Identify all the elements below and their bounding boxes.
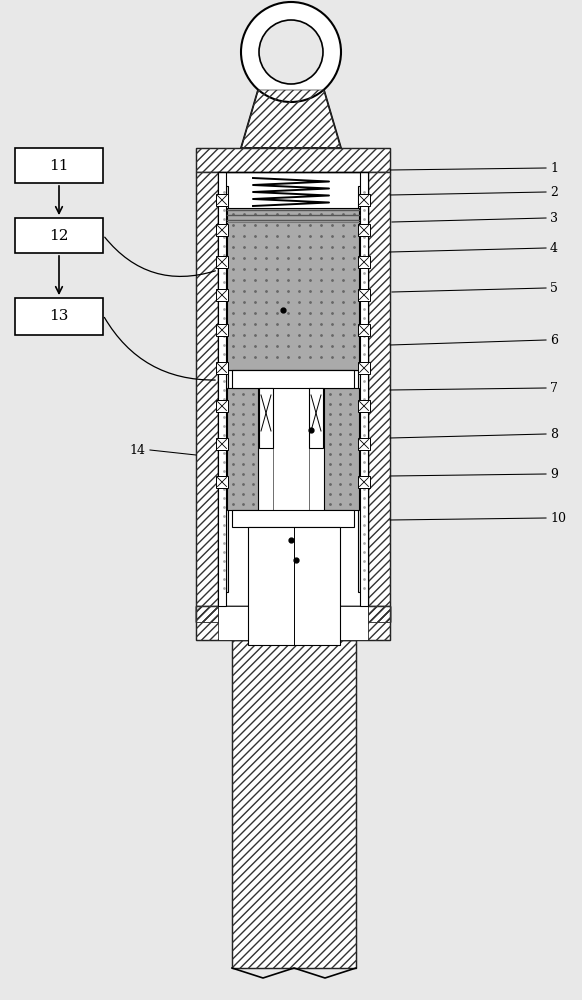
Text: 1: 1 bbox=[550, 161, 558, 174]
Bar bbox=[358, 438, 370, 450]
FancyArrowPatch shape bbox=[104, 317, 215, 380]
Bar bbox=[15, 298, 103, 335]
Bar bbox=[216, 224, 228, 236]
Bar bbox=[358, 362, 370, 374]
Text: 2: 2 bbox=[550, 186, 558, 198]
Text: 13: 13 bbox=[49, 310, 69, 324]
Bar bbox=[248, 527, 340, 645]
Bar bbox=[232, 370, 354, 388]
Bar bbox=[216, 400, 228, 412]
Bar bbox=[358, 324, 370, 336]
Bar bbox=[358, 289, 370, 301]
Bar bbox=[309, 388, 323, 448]
Bar bbox=[232, 640, 356, 968]
Text: 11: 11 bbox=[49, 158, 69, 172]
Bar bbox=[358, 186, 368, 592]
Circle shape bbox=[259, 20, 323, 84]
Bar bbox=[196, 172, 218, 622]
Bar bbox=[273, 388, 309, 510]
Text: 3: 3 bbox=[550, 212, 558, 225]
Bar bbox=[216, 256, 228, 268]
Bar bbox=[218, 186, 228, 592]
Text: 14: 14 bbox=[129, 444, 145, 456]
Text: 4: 4 bbox=[550, 241, 558, 254]
Bar bbox=[196, 606, 390, 640]
Polygon shape bbox=[241, 90, 341, 148]
Text: 5: 5 bbox=[550, 282, 558, 294]
Bar bbox=[218, 606, 368, 640]
Bar bbox=[358, 194, 370, 206]
Bar bbox=[227, 388, 258, 510]
Circle shape bbox=[241, 2, 341, 102]
Bar bbox=[15, 148, 103, 183]
Text: 9: 9 bbox=[550, 468, 558, 481]
Bar bbox=[358, 224, 370, 236]
Bar bbox=[196, 172, 218, 622]
Bar bbox=[196, 606, 390, 622]
Bar bbox=[216, 362, 228, 374]
Bar bbox=[358, 476, 370, 488]
Bar bbox=[227, 208, 359, 370]
Bar bbox=[196, 606, 390, 622]
Text: 8: 8 bbox=[550, 428, 558, 440]
Bar bbox=[196, 148, 390, 172]
Bar bbox=[216, 194, 228, 206]
Bar bbox=[259, 388, 273, 448]
Bar bbox=[218, 172, 226, 606]
Bar bbox=[15, 218, 103, 253]
Text: 12: 12 bbox=[49, 229, 69, 242]
Bar bbox=[232, 640, 356, 968]
Bar bbox=[358, 400, 370, 412]
Bar bbox=[196, 148, 390, 172]
Bar bbox=[324, 388, 359, 510]
Bar bbox=[368, 172, 390, 622]
Text: 10: 10 bbox=[550, 512, 566, 524]
Bar bbox=[232, 510, 354, 527]
Bar bbox=[216, 324, 228, 336]
Text: 6: 6 bbox=[550, 334, 558, 347]
FancyArrowPatch shape bbox=[105, 237, 215, 276]
Bar bbox=[216, 438, 228, 450]
Bar bbox=[360, 172, 368, 606]
Bar bbox=[196, 606, 390, 640]
Bar bbox=[358, 256, 370, 268]
Text: 7: 7 bbox=[550, 381, 558, 394]
Bar bbox=[368, 172, 390, 622]
Bar bbox=[216, 289, 228, 301]
Bar bbox=[218, 172, 368, 606]
Bar bbox=[216, 476, 228, 488]
